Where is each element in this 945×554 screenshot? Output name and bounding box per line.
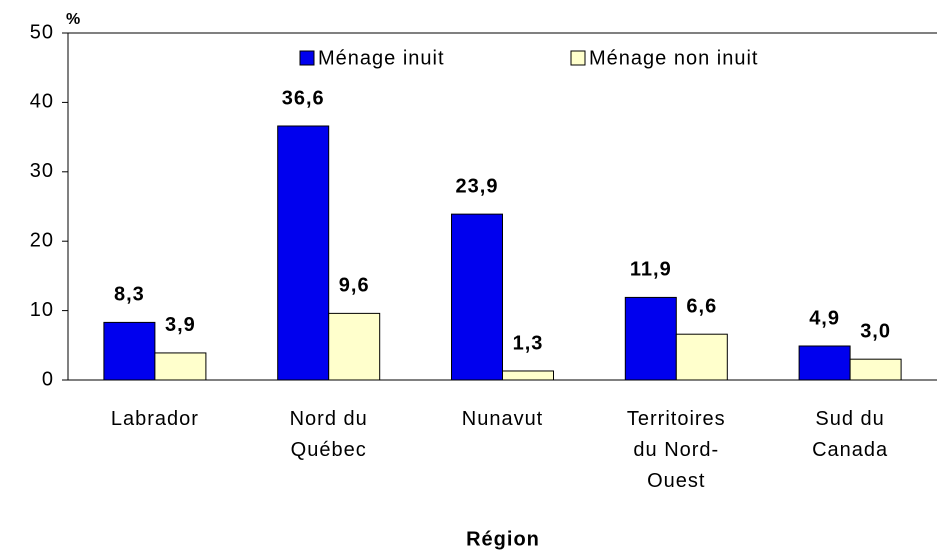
value-label: 36,6 [282,87,325,109]
value-label: 23,9 [456,175,499,197]
value-label: 8,3 [114,284,145,306]
value-label: 6,6 [686,295,717,317]
legend-label: Ménage non inuit [589,47,758,69]
legend-swatch [299,50,315,66]
value-label: 1,3 [513,332,544,354]
bar [502,370,554,381]
y-tick-label: 30 [30,160,54,182]
y-tick-label: 20 [30,229,54,251]
bar [154,352,207,381]
x-axis-label: Région [466,528,540,550]
y-tick-label: 10 [30,299,54,321]
bar [849,358,902,381]
bar [624,296,677,381]
x-tick-label: Nunavut [462,408,544,430]
bar [675,333,728,381]
x-tick-label: Territoires du Nord-Ouest [627,408,726,492]
x-tick-label: Nord du Québec [290,408,368,461]
bar [277,125,330,381]
legend-label: Ménage inuit [318,47,445,69]
y-tick-label: 0 [42,368,54,390]
x-tick-label: Sud du Canada [812,408,888,461]
value-label: 3,9 [165,314,196,336]
bar [451,213,503,381]
x-tick-label: Labrador [111,408,199,430]
legend-swatch [570,50,586,66]
value-label: 9,6 [339,275,370,297]
y-tick-label: 50 [30,21,54,43]
value-label: 11,9 [630,259,672,281]
bar [798,345,851,381]
bar [103,321,156,381]
y-tick-label: 40 [30,91,54,113]
value-label: 3,0 [860,320,891,342]
value-label: 4,9 [809,307,840,329]
y-axis-label: % [66,11,81,28]
bar [328,312,381,381]
